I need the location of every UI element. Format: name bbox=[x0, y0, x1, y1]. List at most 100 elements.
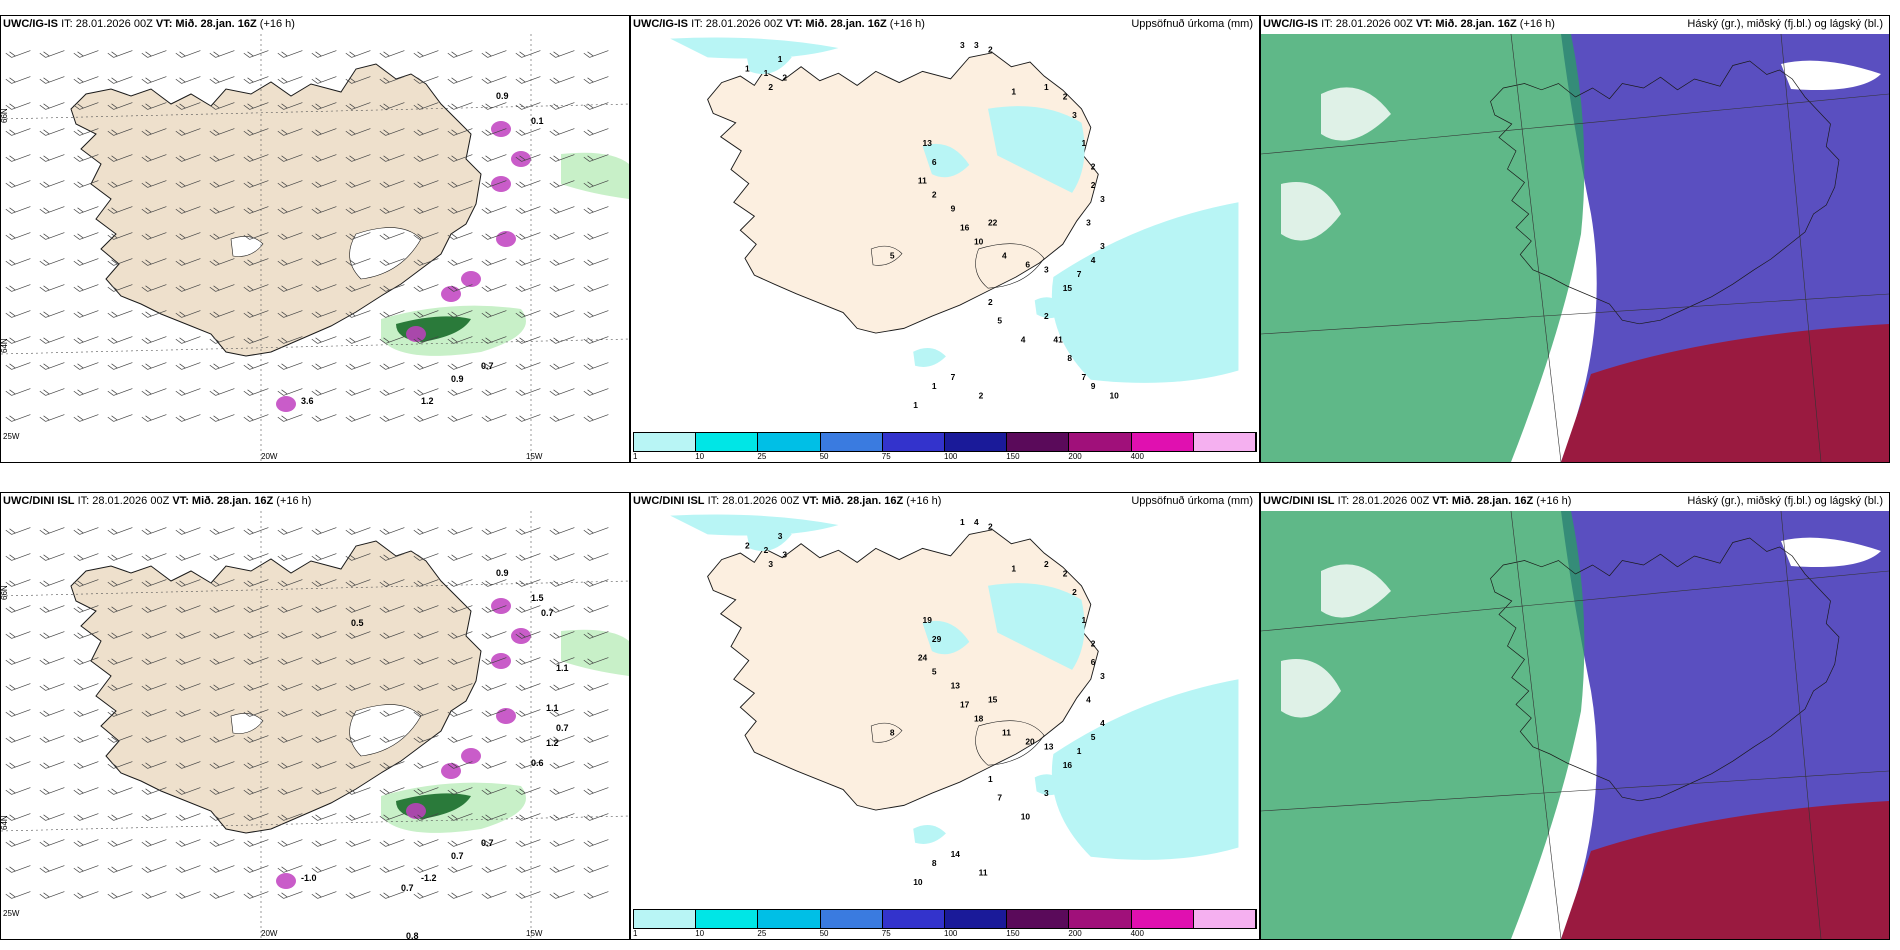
wind-barb bbox=[277, 310, 303, 318]
wind-barb bbox=[73, 50, 99, 58]
wind-barb bbox=[107, 839, 133, 847]
colorbar-swatch bbox=[1131, 910, 1194, 928]
wind-barb bbox=[447, 414, 473, 422]
wind-barb bbox=[141, 709, 167, 717]
wind-barb bbox=[549, 527, 575, 535]
longitude-label: 15W bbox=[526, 929, 543, 938]
wind-barb bbox=[5, 388, 31, 396]
wind-barb bbox=[311, 709, 337, 717]
colorbar-label: 25 bbox=[757, 929, 767, 938]
wind-barb bbox=[175, 891, 201, 899]
wind-barb bbox=[107, 284, 133, 292]
wind-barb bbox=[73, 180, 99, 188]
wind-barb bbox=[73, 787, 99, 795]
cloud-map bbox=[1261, 34, 1889, 462]
wind-barb bbox=[107, 527, 133, 535]
wind-barb bbox=[583, 388, 609, 396]
grid-line bbox=[1780, 34, 1822, 462]
wind-barb bbox=[379, 388, 405, 396]
wind-barb bbox=[39, 683, 65, 691]
clear-area bbox=[1281, 182, 1341, 241]
wind-barb bbox=[481, 579, 507, 587]
wind-barb bbox=[515, 180, 541, 188]
colorbar-label: 10 bbox=[695, 452, 705, 461]
wind-barb bbox=[209, 388, 235, 396]
wind-barb bbox=[107, 631, 133, 639]
wind-barb bbox=[447, 310, 473, 318]
wind-barb bbox=[583, 50, 609, 58]
precip-value-label: 15 bbox=[1063, 283, 1073, 293]
precip-area bbox=[745, 523, 792, 552]
precip-value-label: 3 bbox=[768, 559, 773, 569]
wind-barb bbox=[345, 631, 371, 639]
precip-value-label: 11 bbox=[979, 867, 988, 877]
wind-barb bbox=[549, 683, 575, 691]
wind-barb bbox=[39, 128, 65, 136]
wind-barb bbox=[583, 527, 609, 535]
wind-barb bbox=[413, 206, 439, 214]
panel-right-title: Háský (gr.), miðský (fj.bl.) og lágský (… bbox=[1687, 18, 1883, 30]
wind-barb bbox=[39, 631, 65, 639]
wind-barb bbox=[379, 735, 405, 743]
precip-value-label: 19 bbox=[923, 615, 933, 625]
wind-barb bbox=[107, 154, 133, 162]
wind-barb bbox=[413, 839, 439, 847]
wind-barb bbox=[311, 891, 337, 899]
colorbar-label: 75 bbox=[881, 929, 891, 938]
wind-barb bbox=[277, 813, 303, 821]
wind-barb bbox=[107, 76, 133, 84]
wind-barb bbox=[413, 865, 439, 873]
colorbar-label: 100 bbox=[944, 452, 958, 461]
wind-barb bbox=[583, 891, 609, 899]
wind-barb bbox=[379, 813, 405, 821]
wind-barb bbox=[175, 787, 201, 795]
wind-barb bbox=[141, 813, 167, 821]
convective-precip-area bbox=[491, 176, 511, 192]
wind-barb bbox=[277, 258, 303, 266]
colorbar-label: 50 bbox=[819, 929, 829, 938]
wind-barb bbox=[209, 50, 235, 58]
wind-barb bbox=[481, 284, 507, 292]
wind-barb bbox=[243, 683, 269, 691]
precip-value-label: 3 bbox=[1100, 241, 1105, 251]
colorbar-label: 200 bbox=[1068, 929, 1082, 938]
wind-barb bbox=[39, 813, 65, 821]
map-panel-uwc-dini-precip: UWC/DINI ISL IT: 28.01.2026 00Z VT: Mið.… bbox=[630, 492, 1260, 940]
wind-barb bbox=[311, 206, 337, 214]
wind-barb bbox=[447, 232, 473, 240]
colorbar-label: 50 bbox=[819, 452, 829, 461]
precip-value-label: 2 bbox=[1091, 162, 1096, 172]
wind-barb bbox=[583, 787, 609, 795]
wind-barb bbox=[583, 232, 609, 240]
wind-barb bbox=[39, 579, 65, 587]
panel-title: UWC/DINI ISL IT: 28.01.2026 00Z VT: Mið.… bbox=[1263, 495, 1572, 507]
wind-barb bbox=[583, 76, 609, 84]
wind-barb bbox=[447, 839, 473, 847]
wind-barb bbox=[583, 414, 609, 422]
wind-barb bbox=[141, 761, 167, 769]
convective-precip-area bbox=[491, 653, 511, 669]
convective-precip-area bbox=[491, 121, 511, 137]
wind-barb bbox=[515, 813, 541, 821]
wind-barb bbox=[345, 310, 371, 318]
colorbar-label: 10 bbox=[695, 929, 705, 938]
panel-title: UWC/DINI ISL IT: 28.01.2026 00Z VT: Mið.… bbox=[3, 495, 312, 507]
wind-barb bbox=[447, 284, 473, 292]
wind-barb bbox=[39, 258, 65, 266]
wind-barb bbox=[413, 553, 439, 561]
wind-barb bbox=[209, 657, 235, 665]
wind-barb bbox=[73, 76, 99, 84]
wind-barb bbox=[447, 891, 473, 899]
wind-barb bbox=[549, 553, 575, 561]
wind-barb bbox=[549, 657, 575, 665]
wind-barb bbox=[277, 102, 303, 110]
colorbar-swatch bbox=[882, 433, 946, 451]
wind-barb bbox=[311, 579, 337, 587]
precip-value-label: 4 bbox=[1100, 718, 1105, 728]
wind-barb bbox=[39, 891, 65, 899]
wind-barb bbox=[515, 891, 541, 899]
wind-barb bbox=[175, 761, 201, 769]
wind-barb bbox=[5, 527, 31, 535]
wind-barb bbox=[311, 813, 337, 821]
